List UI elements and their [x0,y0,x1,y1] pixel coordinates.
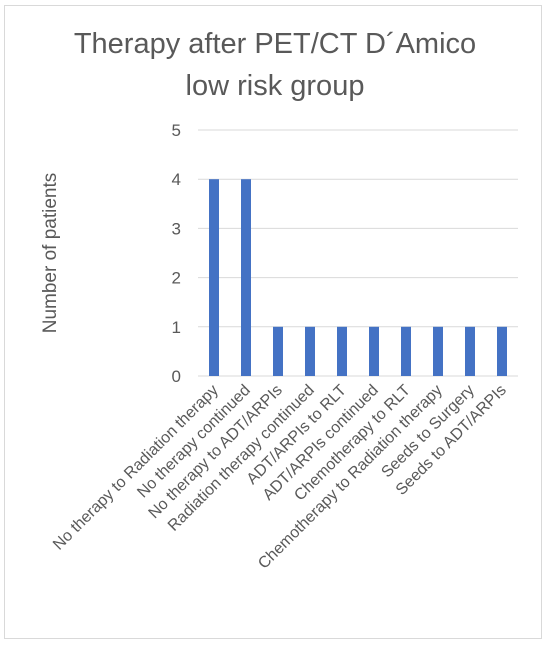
y-tick-label: 5 [172,121,181,140]
bar [305,326,315,376]
bar [241,179,251,376]
gridlines [198,129,518,377]
y-tick-label: 2 [172,269,181,288]
bar [369,326,379,376]
bar [209,179,219,376]
y-tick-label: 4 [172,170,181,189]
bar [273,326,283,376]
y-tick-label: 1 [172,318,181,337]
y-axis-ticks: 0 1 2 3 4 5 [172,121,181,386]
y-axis-label: Number of patients [40,173,61,334]
x-category-label: No therapy to ADT/ARPIs [146,382,286,522]
bar [497,326,507,376]
bars [209,179,507,376]
chart-frame [4,5,542,639]
bar [401,326,411,376]
bar [465,326,475,376]
bar [433,326,443,376]
y-tick-label: 3 [172,219,181,238]
chart-title-line-1: Therapy after PET/CT D´Amico [74,28,476,60]
bar [337,326,347,376]
y-tick-label: 0 [172,367,181,386]
chart-title-line-2: low risk group [186,70,365,102]
